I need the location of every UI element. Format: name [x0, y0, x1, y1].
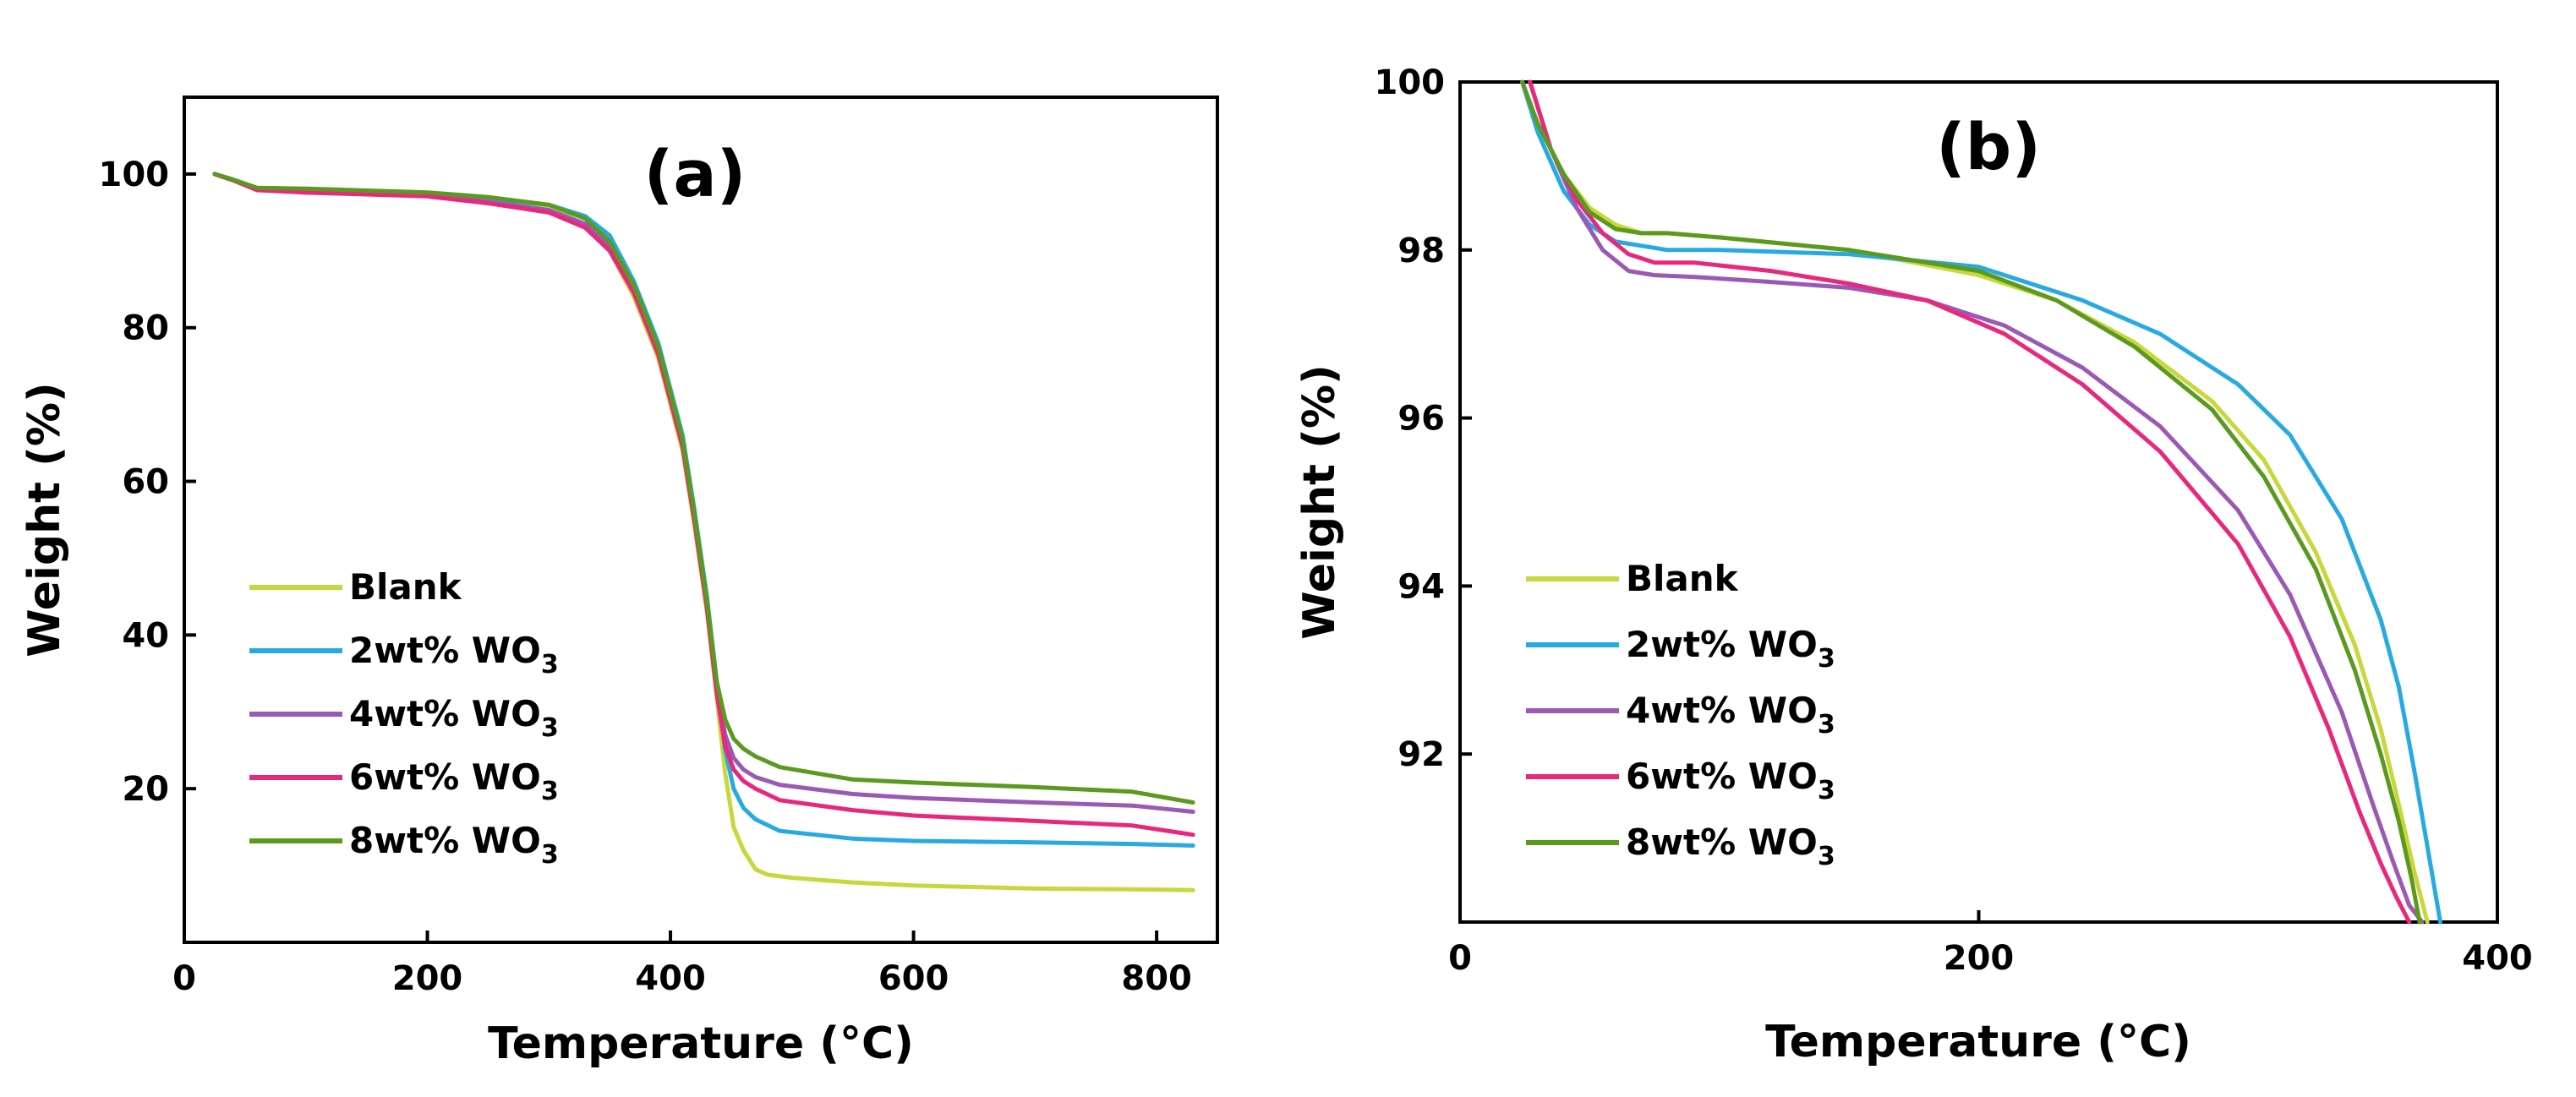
panel-b-series-line [1520, 79, 2442, 925]
panel-a-ytick-label: 60 [122, 463, 169, 502]
panel-b-plot-frame [1458, 80, 2499, 924]
panel-b-ytick-label: 98 [1397, 232, 1445, 270]
panel-a-xtick-label: 400 [635, 959, 706, 998]
panel-b-ytick-label: 94 [1397, 567, 1445, 606]
panel-b-legend-label: 8wt% WO3 [1626, 821, 1835, 871]
panel-a-series-line [212, 172, 1195, 805]
panel-a-xtick-label: 800 [1121, 959, 1192, 998]
panel-a-series [212, 172, 1195, 892]
panel-a-legend-label: 4wt% WO3 [349, 693, 559, 743]
panel-b-ticks: 0 200 400 92 94 96 98 100 [1375, 63, 2533, 978]
panel-a-legend: Blank 2wt% WO3 4wt% WO3 6wt% WO3 8wt% WO3 [249, 566, 559, 870]
panel-a-ytick-label: 40 [122, 616, 169, 655]
panel-a-plot-frame [183, 96, 1219, 944]
panel-a-ytick-label: 100 [99, 156, 170, 194]
panel-a-ytick-label: 80 [122, 309, 169, 348]
panel-b-legend: Blank 2wt% WO3 4wt% WO3 6wt% WO3 8wt% WO3 [1526, 558, 1835, 871]
panel-b-xtick-label: 200 [1944, 939, 2015, 978]
panel-b-ylabel: Weight (%) [1294, 364, 1345, 639]
panel-a-title: (a) [644, 136, 747, 211]
panel-a-ytick-label: 20 [122, 770, 169, 809]
panel-b-ytick-label: 92 [1397, 735, 1445, 774]
panel-a-legend-label: 2wt% WO3 [349, 630, 559, 679]
panel-a-xtick-label: 0 [172, 959, 196, 998]
panel-b-series-line [1528, 79, 2412, 925]
panel-a-xlabel: Temperature (°C) [488, 1018, 914, 1069]
panel-b-xtick-label: 0 [1448, 939, 1472, 978]
panel-b-legend-label: 4wt% WO3 [1626, 690, 1835, 740]
panel-a-legend-label: Blank [349, 566, 462, 608]
panel-b-legend-label: Blank [1626, 558, 1739, 599]
panel-b-legend-label: 2wt% WO3 [1626, 624, 1835, 674]
panel-b-series [1520, 79, 2442, 925]
panel-b-xtick-label: 400 [2462, 939, 2533, 978]
panel-a-xtick-label: 600 [878, 959, 949, 998]
panel-b-title: (b) [1936, 109, 2041, 184]
panel-a-legend-label: 8wt% WO3 [349, 820, 559, 870]
panel-b-legend-label: 6wt% WO3 [1626, 756, 1835, 805]
panel-b-series-line [1528, 79, 2425, 925]
panel-a-series-line [212, 172, 1195, 848]
panel-b-series-line [1520, 79, 2422, 925]
panel-a-xtick-label: 200 [392, 959, 463, 998]
panel-a-legend-label: 6wt% WO3 [349, 756, 559, 806]
panel-a-chart: 0 200 400 600 800 20 40 60 80 100 (a) Temperature… [19, 96, 1219, 1069]
panel-a-series-line [212, 172, 1195, 838]
panel-b-ytick-label: 100 [1375, 63, 1446, 102]
panel-b-ytick-label: 96 [1397, 400, 1445, 439]
panel-a-ylabel: Weight (%) [19, 382, 70, 657]
panel-a-ticks: 0 200 400 600 800 20 40 60 80 100 [99, 156, 1192, 998]
panel-b-xlabel: Temperature (°C) [1765, 1017, 2191, 1067]
